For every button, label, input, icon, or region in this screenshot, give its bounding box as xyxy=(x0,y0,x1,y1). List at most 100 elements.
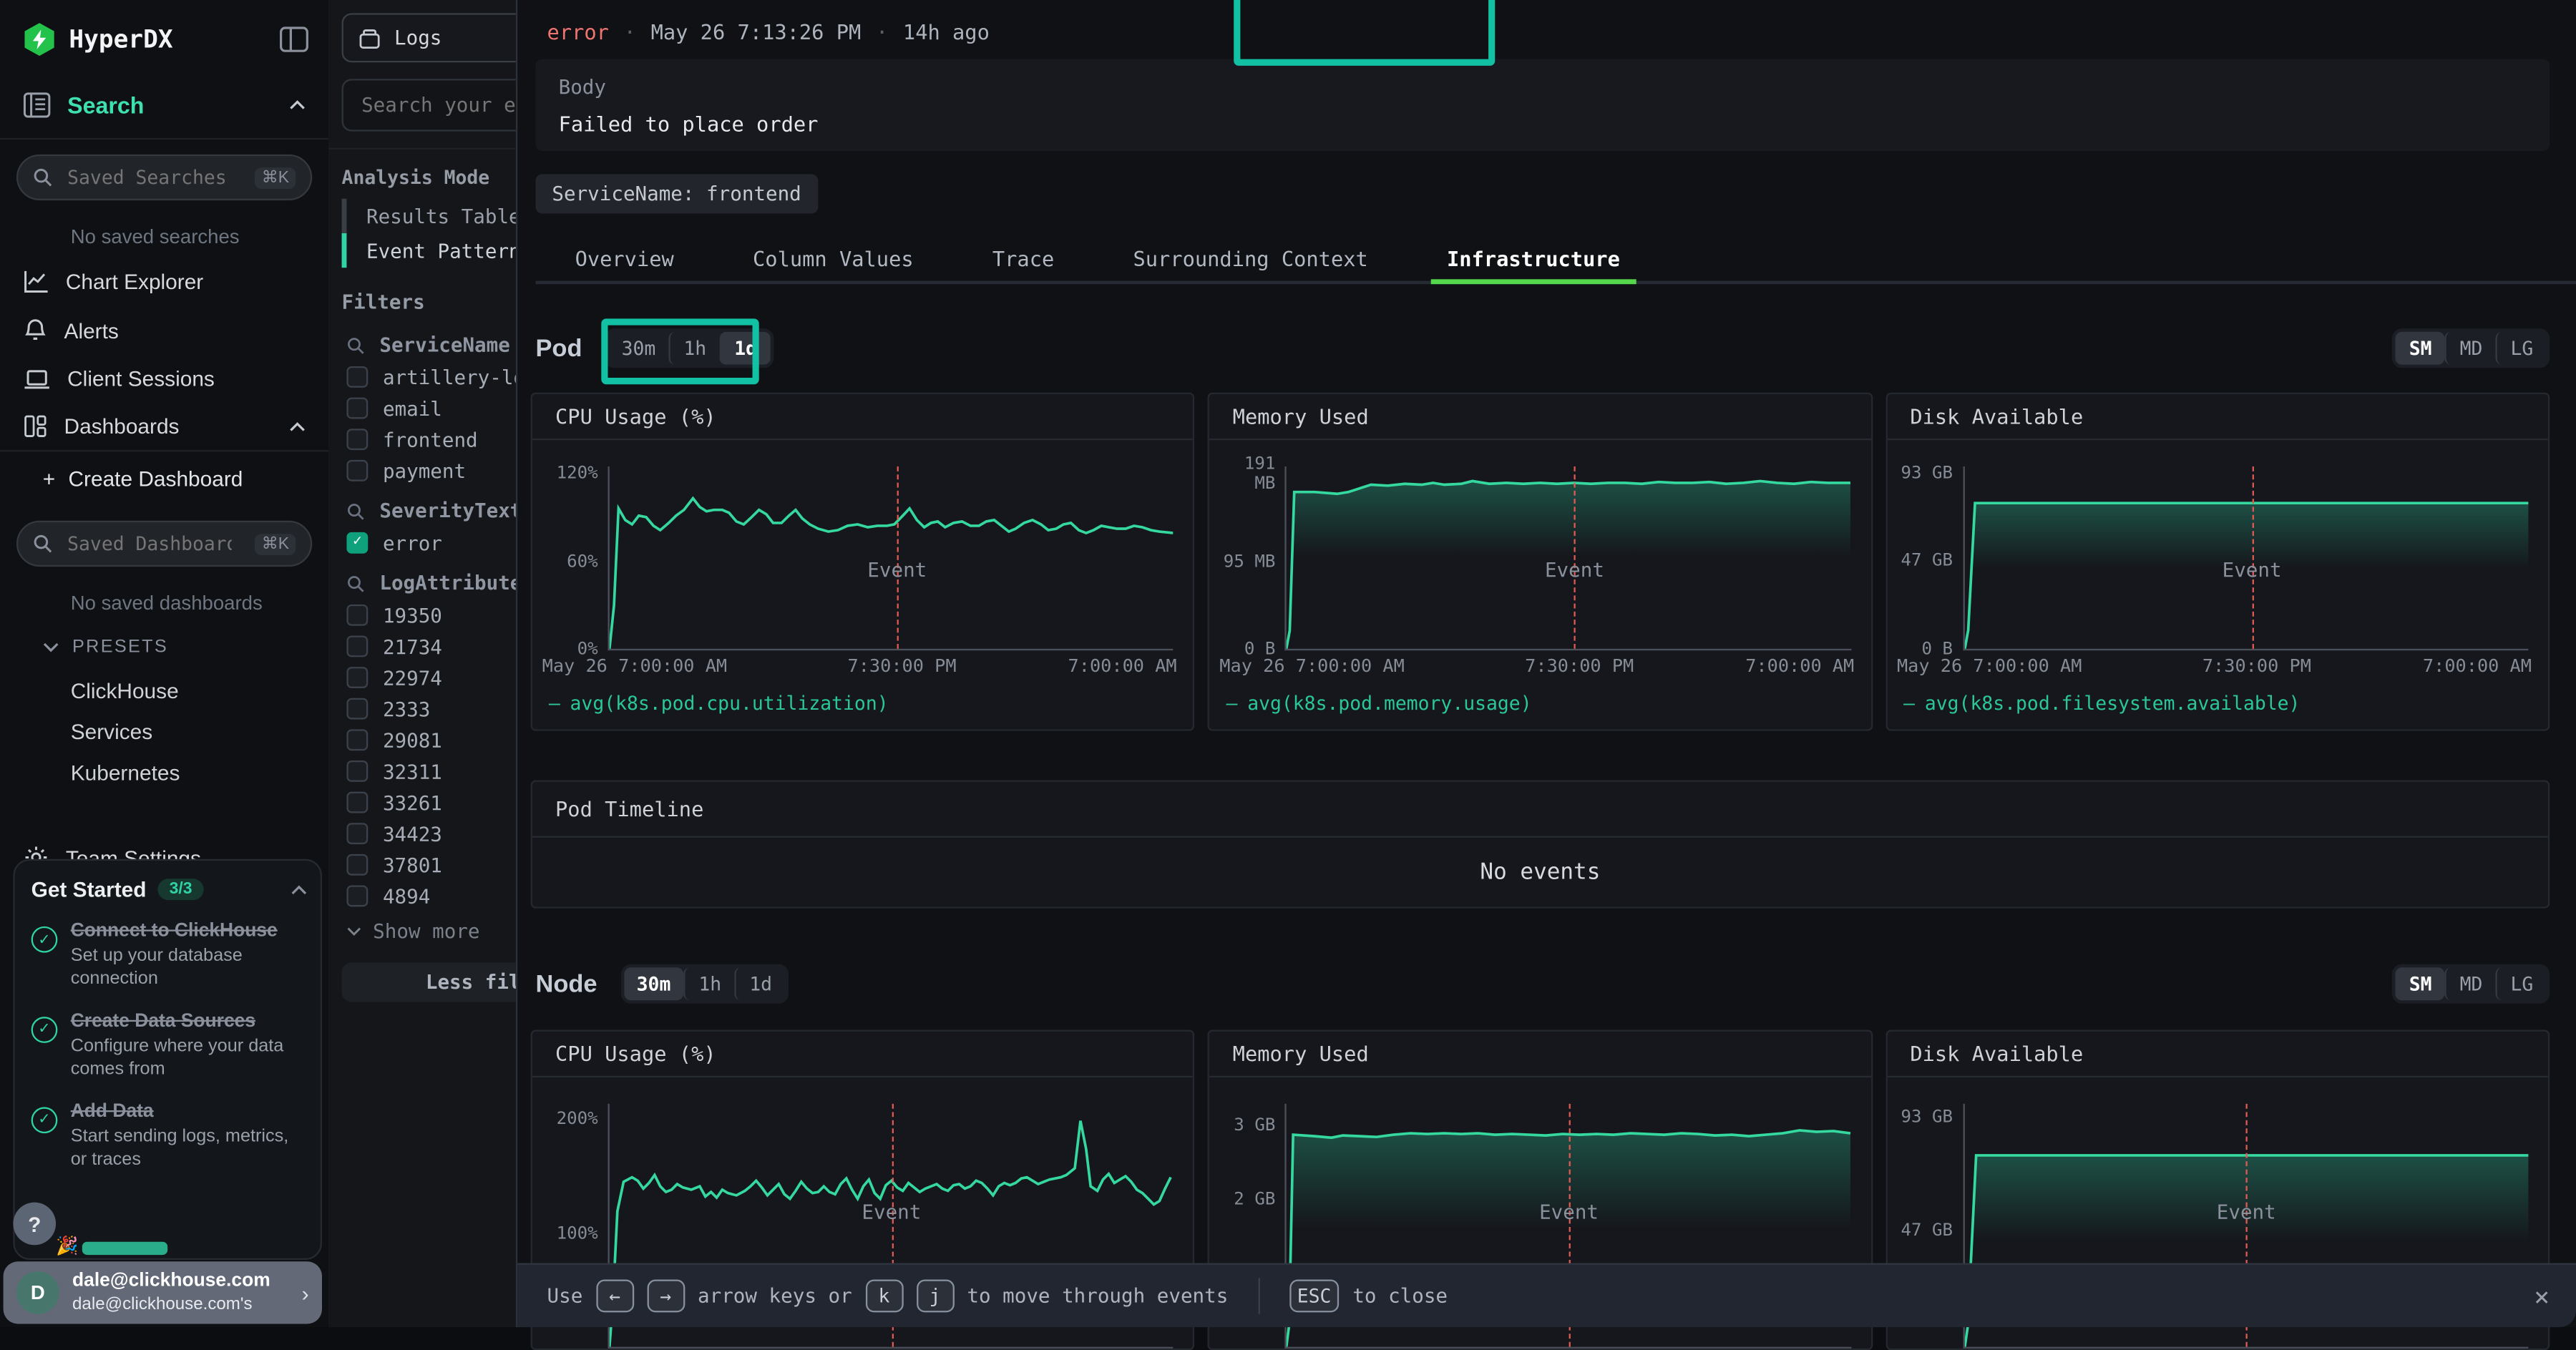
checkbox[interactable] xyxy=(346,397,369,419)
y-tick-label: 100% xyxy=(556,1223,598,1243)
sidebar-item-alerts[interactable]: Alerts xyxy=(0,305,328,355)
checkbox[interactable] xyxy=(346,459,369,481)
option-sm[interactable]: SM xyxy=(2396,331,2445,365)
collapse-sidebar-icon[interactable] xyxy=(279,26,308,53)
close-panel-button[interactable]: × xyxy=(2534,1280,2550,1312)
filter-value-row[interactable]: 21734 xyxy=(328,631,516,662)
sidebar-item-client-sessions[interactable]: Client Sessions xyxy=(0,355,328,403)
filter-group-severitytext: SeverityText xyxy=(328,486,516,527)
search-icon xyxy=(348,502,364,519)
option-30m[interactable]: 30m xyxy=(623,967,684,1001)
pod-timeline-title: Pod Timeline xyxy=(532,782,2548,838)
sidebar-section-search[interactable]: Search xyxy=(0,72,328,138)
user-menu[interactable]: D dale@clickhouse.com dale@clickhouse.co… xyxy=(3,1261,322,1324)
analysis-mode-event-patterns[interactable]: Event Patterns xyxy=(341,233,516,268)
severity-label: error xyxy=(547,19,609,44)
source-select[interactable]: Logs xyxy=(341,13,516,63)
filter-value-row[interactable]: ✓ error xyxy=(328,527,516,559)
checkbox[interactable] xyxy=(346,853,369,876)
filter-value-row[interactable]: 32311 xyxy=(328,755,516,787)
filter-value-row[interactable]: 19350 xyxy=(328,600,516,631)
option-1h[interactable]: 1h xyxy=(668,331,720,365)
option-1d[interactable]: 1d xyxy=(719,331,771,365)
user-team: dale@clickhouse.com's xyxy=(72,1293,253,1314)
checkbox[interactable] xyxy=(346,635,369,657)
sidebar-item-chart-explorer[interactable]: Chart Explorer xyxy=(0,258,328,305)
preset-item-clickhouse[interactable]: ClickHouse xyxy=(70,678,179,703)
preset-item-services[interactable]: Services xyxy=(70,719,153,745)
event-marker-label: Event xyxy=(1539,1200,1599,1224)
filter-value-row[interactable]: 2333 xyxy=(328,693,516,725)
checkbox[interactable] xyxy=(346,729,369,751)
checkbox[interactable] xyxy=(346,760,369,782)
filter-value-row[interactable]: 4894 xyxy=(328,881,516,912)
checkbox[interactable] xyxy=(346,604,369,626)
logs-source-icon xyxy=(359,28,380,48)
no-saved-searches: No saved searches xyxy=(70,225,240,248)
filter-value-row[interactable]: 29081 xyxy=(328,724,516,755)
event-marker-line xyxy=(1568,1103,1571,1347)
search-icon xyxy=(34,534,52,553)
esc-key: ESC xyxy=(1289,1279,1340,1313)
tab-trace[interactable]: Trace xyxy=(992,245,1055,270)
less-filters-button[interactable]: Less fil xyxy=(341,962,516,1002)
sidebar-item-dashboards[interactable]: Dashboards xyxy=(0,402,328,450)
filter-value-row[interactable]: frontend xyxy=(328,424,516,455)
filter-value-row[interactable]: artillery-loa xyxy=(328,361,516,393)
y-tick-label: 200% xyxy=(556,1110,598,1130)
option-1d[interactable]: 1d xyxy=(734,967,786,1001)
tab-surrounding-context[interactable]: Surrounding Context xyxy=(1133,245,1368,270)
option-30m[interactable]: 30m xyxy=(621,336,656,360)
checkbox[interactable] xyxy=(346,698,369,720)
chevron-up-icon[interactable] xyxy=(291,884,307,894)
tab-column-values[interactable]: Column Values xyxy=(753,245,914,270)
option-lg[interactable]: LG xyxy=(2495,331,2547,365)
checkbox[interactable] xyxy=(346,791,369,813)
bell-icon xyxy=(23,317,47,343)
get-started-item[interactable]: ✓ Connect to ClickHouse Set up your data… xyxy=(31,920,308,992)
filter-value-row[interactable]: 22974 xyxy=(328,662,516,693)
filter-value-row[interactable]: payment xyxy=(328,455,516,486)
help-button[interactable]: ? xyxy=(13,1202,57,1246)
preset-item-kubernetes[interactable]: Kubernetes xyxy=(70,760,180,786)
user-email: dale@clickhouse.com xyxy=(72,1271,270,1291)
event-marker-label: Event xyxy=(867,557,927,581)
pod-size-toggle: SM MD LG xyxy=(2392,328,2550,368)
option-md[interactable]: MD xyxy=(2444,331,2496,365)
event-marker-line xyxy=(2246,1103,2248,1347)
checkbox[interactable] xyxy=(346,667,369,688)
saved-dashboards-input[interactable]: ⌘K xyxy=(16,520,313,567)
filter-value-row[interactable]: email xyxy=(328,393,516,424)
checkbox[interactable] xyxy=(346,429,369,451)
pod-timeline-card: Pod Timeline No events xyxy=(530,780,2550,909)
analysis-mode-results-table[interactable]: Results Table xyxy=(341,198,516,234)
checkbox[interactable] xyxy=(346,885,369,907)
show-more-button[interactable]: Show more xyxy=(328,911,516,943)
checkbox[interactable] xyxy=(346,366,369,388)
option-lg[interactable]: LG xyxy=(2495,967,2547,1001)
y-tick-label: 3 GB xyxy=(1234,1115,1276,1135)
create-dashboard-button[interactable]: + Create Dashboard xyxy=(42,466,243,491)
pod-disk-chart: Disk Available 93 GB 47 GB 0 B Event May 2… xyxy=(1885,392,2550,731)
get-started-item[interactable]: ✓ Create Data Sources Configure where yo… xyxy=(31,1010,308,1082)
chart-icon xyxy=(23,270,49,294)
saved-searches-input[interactable]: ⌘K xyxy=(16,154,313,201)
presets-toggle[interactable]: PRESETS xyxy=(0,624,328,670)
filter-value-row[interactable]: 37801 xyxy=(328,849,516,881)
event-search-input[interactable] xyxy=(341,79,516,132)
get-started-item[interactable]: ✓ Add Data Start sending logs, metrics, … xyxy=(31,1100,308,1173)
checkbox[interactable]: ✓ xyxy=(346,532,369,554)
tab-infrastructure[interactable]: Infrastructure xyxy=(1407,235,1659,285)
service-name-tag[interactable]: ServiceName: frontend xyxy=(535,174,818,214)
event-marker-line xyxy=(897,466,899,649)
filter-value-row[interactable]: 34423 xyxy=(328,818,516,849)
tab-overview[interactable]: Overview xyxy=(575,245,674,270)
j-key: j xyxy=(916,1279,955,1313)
option-md[interactable]: MD xyxy=(2444,967,2496,1001)
filter-value-row[interactable]: 33261 xyxy=(328,787,516,818)
event-marker-label: Event xyxy=(2222,557,2282,581)
option-1h[interactable]: 1h xyxy=(683,967,735,1001)
chart-title: CPU Usage (%) xyxy=(532,394,1194,441)
option-sm[interactable]: SM xyxy=(2396,967,2445,1001)
checkbox[interactable] xyxy=(346,823,369,845)
